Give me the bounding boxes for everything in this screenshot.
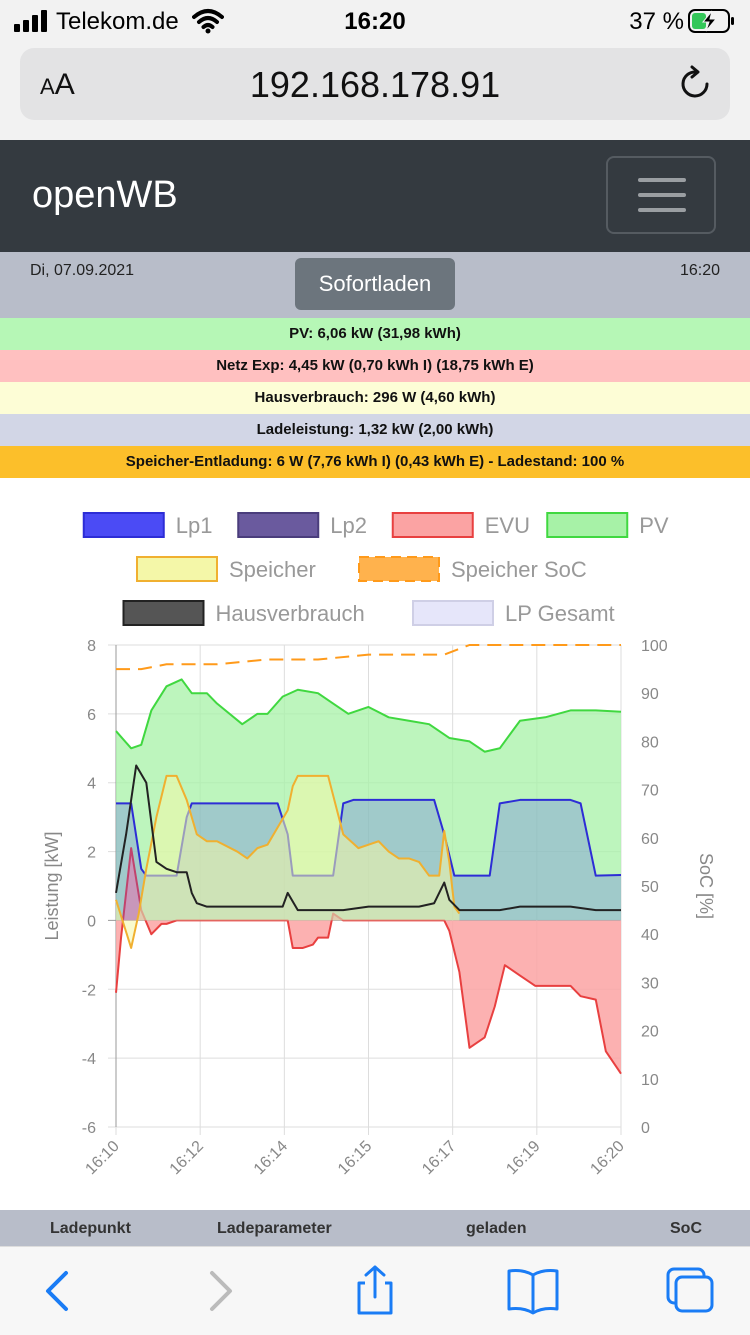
browser-toolbar	[0, 1246, 750, 1335]
charging-power-row: Ladeleistung: 1,32 kW (2,00 kWh)	[0, 414, 750, 446]
y-axis-label: Leistung [kW]	[42, 831, 62, 940]
series-line-hausverbrauch	[115, 764, 621, 912]
power-chart-svg: Lp1 Lp2 EVU PV Speicher Speicher SoC Hausverbr…	[42, 512, 716, 1178]
legend-swatch-pv	[546, 512, 629, 538]
legend-label-lp1: Lp1	[176, 513, 213, 538]
col-header-parameters: Ladeparameter	[217, 1220, 332, 1237]
power-chart: Lp1 Lp2 EVU PV Speicher Speicher SoC Hausverbr…	[0, 478, 750, 1210]
y-tick-label: 0	[87, 913, 96, 930]
legend-label-speicher: Speicher	[229, 557, 316, 582]
legend-swatch-evu	[391, 512, 474, 538]
y2-tick-label: 60	[641, 831, 659, 848]
series-line-speicher	[115, 774, 461, 949]
url-field[interactable]: AA 192.168.178.91	[20, 48, 730, 120]
y2-tick-label: 90	[641, 686, 659, 703]
menu-toggle-button[interactable]	[606, 156, 716, 234]
charge-mode-button[interactable]: Sofortladen	[295, 258, 455, 310]
legend-swatch-speicher-soc	[358, 556, 440, 582]
y2-axis-label: SoC [%]	[696, 853, 716, 919]
app-navbar: openWB	[0, 140, 750, 252]
legend-label-lp2: Lp2	[330, 513, 367, 538]
carrier-name: Telekom.de	[56, 8, 179, 35]
y-tick-label: 6	[87, 707, 96, 724]
storage-summary-row: Speicher-Entladung: 6 W (7,76 kWh I) (0,…	[0, 446, 750, 478]
x-tick-label: 16:10	[82, 1138, 122, 1178]
battery-percentage: 37 %	[629, 8, 684, 35]
current-date: Di, 07.09.2021	[30, 262, 135, 279]
house-consumption-row: Hausverbrauch: 296 W (4,60 kWh)	[0, 382, 750, 414]
y2-tick-label: 10	[641, 1072, 659, 1089]
legend-label-pv: PV	[639, 513, 669, 538]
x-tick-label: 16:15	[335, 1138, 375, 1178]
legend-label-evu: EVU	[485, 513, 530, 538]
share-icon[interactable]	[345, 1265, 405, 1317]
y-tick-label: 8	[87, 638, 96, 655]
current-time: 16:20	[679, 262, 720, 279]
status-time: 16:20	[344, 8, 406, 35]
y-tick-label: -4	[82, 1051, 96, 1068]
col-header-chargepoint: Ladepunkt	[50, 1220, 131, 1237]
wifi-icon	[192, 9, 224, 34]
y2-tick-label: 0	[641, 1120, 650, 1137]
y2-tick-label: 100	[641, 638, 668, 655]
y2-tick-label: 20	[641, 1024, 659, 1041]
tabs-icon[interactable]	[660, 1265, 720, 1317]
cellular-signal-icon	[14, 10, 47, 32]
status-bar: Telekom.de 16:20 37 %	[0, 0, 750, 44]
series-line-speicher-soc	[116, 644, 621, 671]
y2-tick-label: 30	[641, 975, 659, 992]
y2-tick-label: 80	[641, 734, 659, 751]
legend-swatch-hausverbrauch	[122, 600, 205, 626]
grid-summary-row: Netz Exp: 4,45 kW (0,70 kWh I) (18,75 kW…	[0, 350, 750, 382]
legend-swatch-lp1	[82, 512, 165, 538]
legend-swatch-lp-gesamt	[412, 600, 494, 626]
browser-address-bar: AA 192.168.178.91	[0, 44, 750, 140]
pv-summary-row: PV: 6,06 kW (31,98 kWh)	[0, 318, 750, 350]
info-bar: Di, 07.09.2021 Sofortladen 16:20	[0, 252, 750, 318]
y-tick-label: 2	[87, 845, 96, 862]
col-header-soc: SoC	[670, 1220, 702, 1237]
col-header-charged: geladen	[466, 1220, 527, 1237]
reload-icon[interactable]	[678, 64, 714, 104]
x-tick-label: 16:20	[587, 1138, 627, 1178]
legend-swatch-lp2	[237, 512, 320, 538]
legend-swatch-speicher	[136, 556, 218, 582]
legend-label-hausverbrauch: Hausverbrauch	[216, 601, 365, 626]
legend-label-lp-gesamt: LP Gesamt	[505, 601, 615, 626]
hamburger-icon	[638, 178, 686, 182]
x-tick-label: 16:14	[251, 1138, 291, 1178]
y2-tick-label: 40	[641, 927, 659, 944]
y-tick-label: -2	[82, 982, 96, 999]
url-text[interactable]: 192.168.178.91	[249, 64, 501, 105]
series-area-evu	[116, 848, 621, 1074]
series-line-pv	[115, 678, 622, 753]
legend-label-speicher-soc: Speicher SoC	[451, 557, 587, 582]
x-tick-label: 16:19	[503, 1138, 543, 1178]
battery-charging-icon	[688, 9, 734, 33]
x-tick-label: 16:17	[419, 1138, 459, 1178]
y-tick-label: 4	[87, 776, 96, 793]
x-tick-label: 16:12	[167, 1138, 207, 1178]
y2-tick-label: 70	[641, 783, 659, 800]
bookmarks-icon[interactable]	[503, 1265, 563, 1317]
forward-icon[interactable]	[190, 1265, 250, 1317]
series-line-evu	[115, 847, 622, 1075]
brand-logo[interactable]: openWB	[32, 174, 178, 216]
y2-tick-label: 50	[641, 879, 659, 896]
y-tick-label: -6	[82, 1120, 96, 1137]
back-icon[interactable]	[30, 1265, 90, 1317]
text-size-button[interactable]: AA	[40, 68, 75, 101]
chargepoint-table-header: Ladepunkt Ladeparameter geladen SoC	[0, 1210, 750, 1246]
